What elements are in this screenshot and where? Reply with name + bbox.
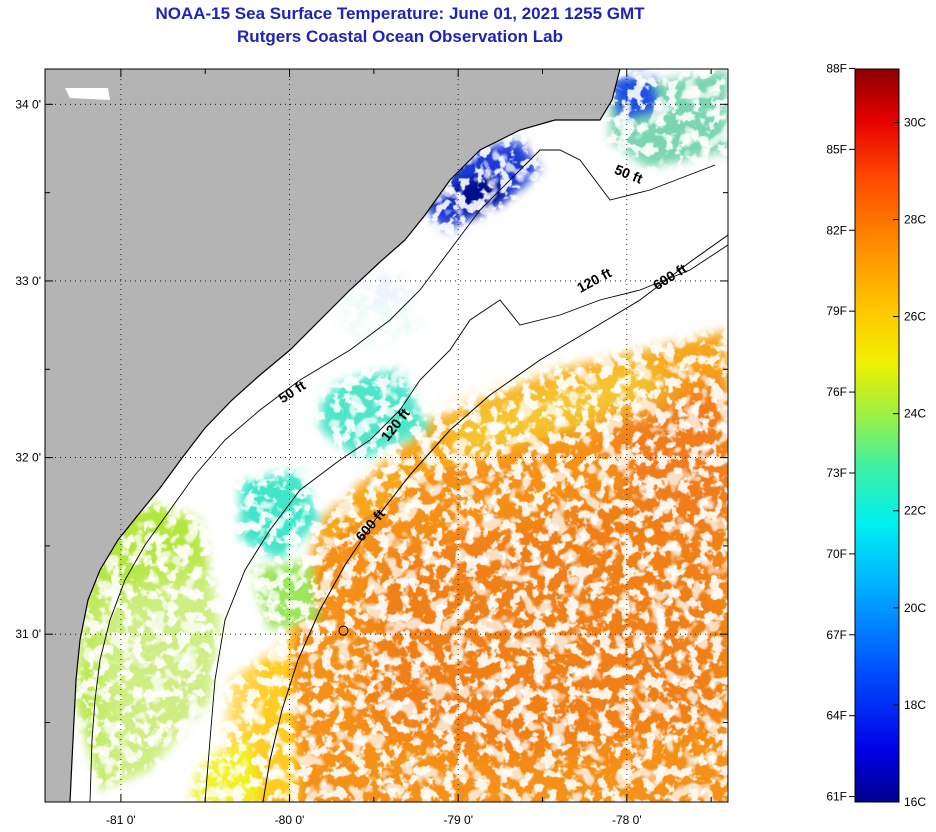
colorbar-fahrenheit-label: 85F	[826, 142, 847, 156]
land-mass	[45, 69, 620, 802]
colorbar-celsius-label: 26C	[904, 310, 926, 324]
colorbar-fahrenheit-label: 73F	[826, 466, 847, 480]
colorbar: 88F 85F 82F 79F 76F 73F 70F 67F 64F 61F 30C 28C 26C 2…	[826, 61, 926, 809]
lon-tick-label: -79 0'	[443, 813, 473, 827]
colorbar-celsius-label: 18C	[904, 698, 926, 712]
lon-tick-label: -80 0'	[275, 813, 305, 827]
lat-tick-label: 34 0'	[15, 97, 41, 111]
colorbar-celsius-label: 22C	[904, 504, 926, 518]
isobath-50ft	[89, 149, 716, 802]
lon-tick-label: -81 0'	[106, 813, 136, 827]
colorbar-celsius-label: 28C	[904, 212, 926, 226]
colorbar-celsius-label: 20C	[904, 601, 926, 615]
isobath-600ft	[262, 234, 728, 802]
colorbar-fahrenheit-label: 64F	[826, 709, 847, 723]
colorbar-fahrenheit-label: 88F	[826, 61, 847, 75]
map-title: NOAA-15 Sea Surface Temperature: June 01…	[155, 4, 645, 23]
colorbar-fahrenheit-label: 67F	[826, 628, 847, 642]
colorbar-fahrenheit-label: 82F	[826, 223, 847, 237]
lon-tick-label: -78 0'	[612, 813, 642, 827]
colorbar-fahrenheit-label: 61F	[826, 790, 847, 804]
lat-tick-label: 31 0'	[15, 627, 41, 641]
graticule	[45, 69, 728, 802]
coastline	[69, 69, 621, 802]
colorbar-fahrenheit-label: 70F	[826, 547, 847, 561]
colorbar-celsius-label: 16C	[904, 795, 926, 809]
lat-tick-label: 32 0'	[15, 451, 41, 465]
colorbar-scale	[854, 68, 900, 803]
map-axis-ticks: -81 0' -80 0' -79 0' -78 0' 34 0' 33 0' 32 0' 3…	[15, 69, 728, 827]
buoy-marker	[338, 625, 349, 636]
colorbar-fahrenheit-label: 76F	[826, 385, 847, 399]
lat-tick-label: 33 0'	[15, 274, 41, 288]
map-frame	[44, 68, 729, 803]
colorbar-fahrenheit-label: 79F	[826, 304, 847, 318]
map-subtitle: Rutgers Coastal Ocean Observation Lab	[237, 27, 563, 46]
isobath-120ft	[204, 244, 728, 802]
colorbar-celsius-label: 30C	[904, 115, 926, 129]
colorbar-celsius-label: 24C	[904, 407, 926, 421]
